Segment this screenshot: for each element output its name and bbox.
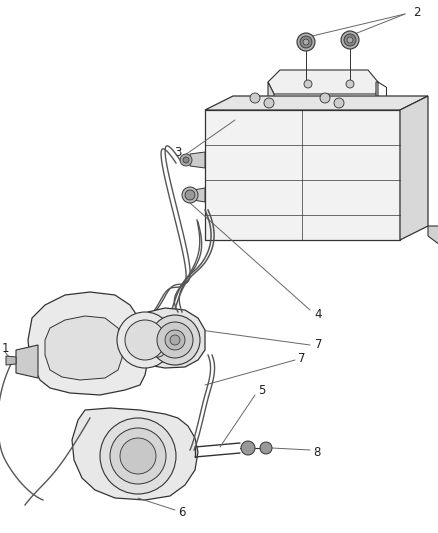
- Circle shape: [304, 80, 312, 88]
- Text: 7: 7: [315, 338, 322, 351]
- Text: 7: 7: [298, 351, 305, 365]
- Circle shape: [157, 322, 193, 358]
- Circle shape: [135, 328, 149, 342]
- Text: 5: 5: [258, 384, 265, 397]
- Circle shape: [297, 33, 315, 51]
- Circle shape: [303, 39, 309, 45]
- Polygon shape: [268, 82, 274, 110]
- Circle shape: [151, 328, 165, 342]
- Polygon shape: [190, 152, 205, 168]
- Circle shape: [260, 442, 272, 454]
- Circle shape: [250, 93, 260, 103]
- Circle shape: [346, 80, 354, 88]
- Circle shape: [264, 98, 274, 108]
- Circle shape: [185, 190, 195, 200]
- Circle shape: [334, 98, 344, 108]
- Polygon shape: [205, 96, 428, 110]
- Polygon shape: [400, 96, 428, 240]
- Circle shape: [165, 330, 185, 350]
- Circle shape: [180, 154, 192, 166]
- Circle shape: [183, 157, 189, 163]
- Polygon shape: [6, 356, 16, 365]
- Polygon shape: [428, 226, 438, 251]
- Circle shape: [100, 418, 176, 494]
- Polygon shape: [28, 292, 148, 395]
- Circle shape: [341, 31, 359, 49]
- Circle shape: [125, 320, 165, 360]
- Circle shape: [117, 312, 173, 368]
- Circle shape: [241, 441, 255, 455]
- Text: 6: 6: [178, 506, 186, 520]
- Text: 3: 3: [175, 146, 182, 158]
- Circle shape: [151, 343, 165, 357]
- Text: 4: 4: [314, 309, 321, 321]
- Circle shape: [110, 428, 166, 484]
- Polygon shape: [376, 82, 378, 110]
- Circle shape: [320, 93, 330, 103]
- Circle shape: [143, 343, 157, 357]
- Polygon shape: [193, 188, 205, 202]
- Circle shape: [182, 187, 198, 203]
- Polygon shape: [205, 110, 400, 240]
- Text: 2: 2: [413, 5, 420, 19]
- Polygon shape: [268, 70, 378, 94]
- Text: 8: 8: [313, 446, 320, 458]
- Circle shape: [143, 328, 157, 342]
- Circle shape: [300, 36, 312, 48]
- Circle shape: [347, 37, 353, 43]
- Text: 1: 1: [2, 342, 10, 354]
- Polygon shape: [72, 408, 198, 500]
- Circle shape: [135, 343, 149, 357]
- Polygon shape: [16, 345, 38, 378]
- Circle shape: [120, 438, 156, 474]
- Circle shape: [150, 315, 200, 365]
- Polygon shape: [45, 316, 123, 380]
- Polygon shape: [138, 308, 205, 368]
- Circle shape: [170, 335, 180, 345]
- Circle shape: [344, 34, 356, 46]
